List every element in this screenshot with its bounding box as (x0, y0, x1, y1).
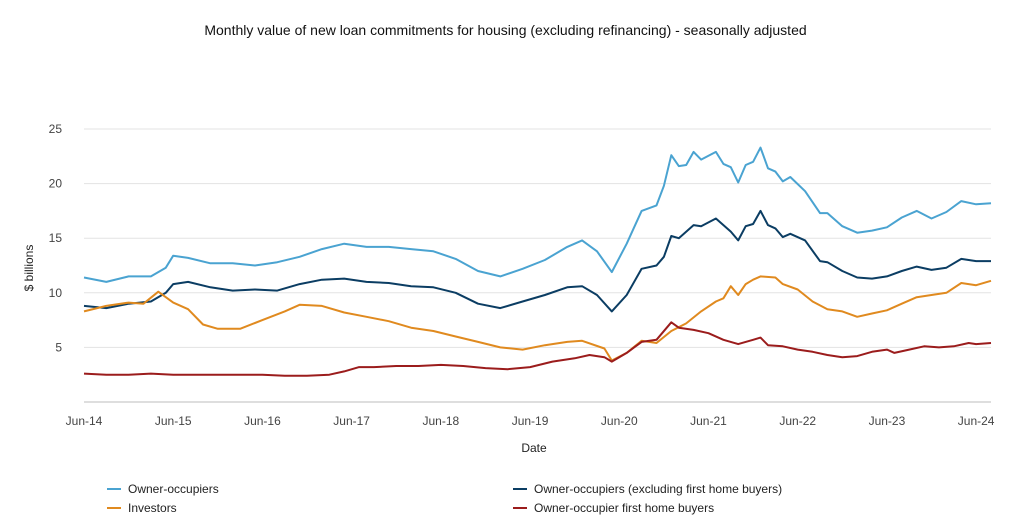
legend-swatch (513, 488, 527, 490)
y-tick-label: 25 (49, 122, 63, 136)
legend-label: Investors (128, 501, 177, 515)
legend-swatch (513, 507, 527, 509)
legend-swatch (107, 488, 121, 490)
legend-label: Owner-occupiers (excluding first home bu… (534, 482, 783, 496)
series-lines (83, 146, 992, 377)
x-tick-label: Jun-16 (244, 414, 281, 428)
x-tick-label: Jun-17 (333, 414, 370, 428)
chart-title: Monthly value of new loan commitments fo… (204, 22, 807, 38)
x-tick-label: Jun-23 (869, 414, 906, 428)
x-tick-label: Jun-22 (779, 414, 816, 428)
x-tick-label: Jun-19 (512, 414, 549, 428)
legend-item[interactable]: Investors (107, 501, 177, 515)
y-tick-label: 5 (55, 340, 62, 354)
axes: 5 10 15 20 25 Jun-14 Jun-15 Jun-16 Jun-17 Jun-18 J… (49, 122, 995, 428)
legend-label: Owner-occupiers (128, 482, 219, 496)
x-tick-label: Jun-14 (66, 414, 103, 428)
y-axis-label: $ billions (22, 245, 36, 292)
gridlines (84, 128, 991, 348)
legend-label: Owner-occupier first home buyers (534, 501, 715, 515)
legend-item[interactable]: Owner-occupiers (excluding first home bu… (513, 482, 782, 496)
x-axis-label: Date (521, 441, 547, 455)
x-tick-label: Jun-24 (958, 414, 995, 428)
x-tick-label: Jun-15 (155, 414, 192, 428)
y-tick-label: 20 (49, 177, 63, 191)
legend-item[interactable]: Owner-occupier first home buyers (513, 501, 714, 515)
series-line-1 (83, 146, 992, 283)
series-line-4 (83, 321, 992, 377)
series-line-2 (83, 209, 991, 313)
x-tick-label: Jun-21 (690, 414, 727, 428)
y-tick-label: 15 (49, 231, 63, 245)
x-tick-label: Jun-18 (423, 414, 460, 428)
legend-item[interactable]: Owner-occupiers (107, 482, 219, 496)
legend-swatch (107, 507, 121, 509)
x-tick-label: Jun-20 (601, 414, 638, 428)
y-tick-label: 10 (49, 286, 63, 300)
